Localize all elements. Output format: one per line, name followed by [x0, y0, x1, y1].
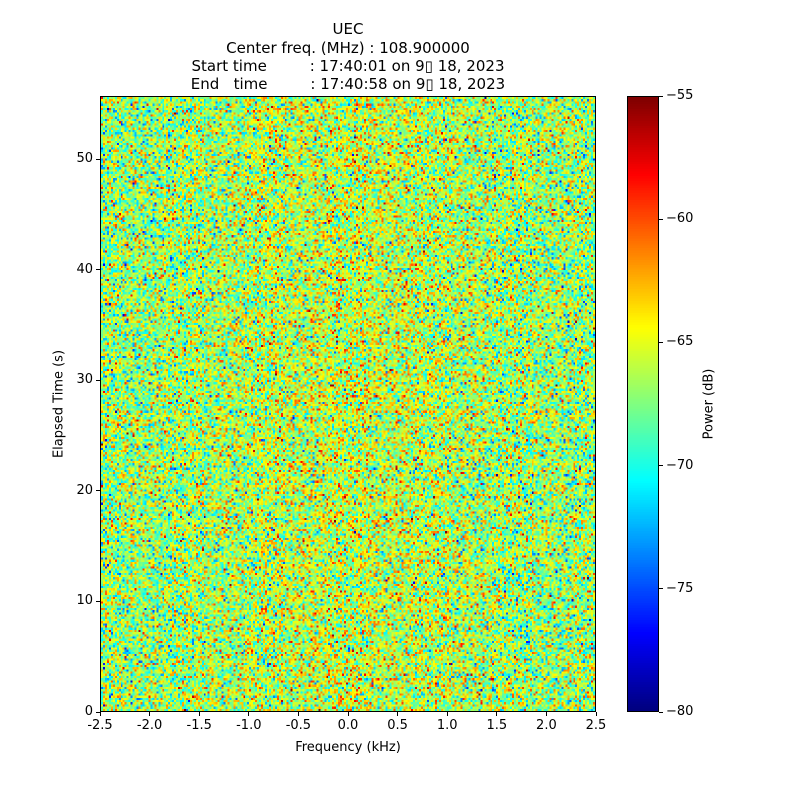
y-tick-label: 10: [76, 593, 93, 609]
colorbar-tick-mark: [659, 588, 663, 590]
y-tick-label: 0: [84, 704, 93, 719]
colorbar-tick-mark: [659, 465, 663, 467]
y-tick-mark: [96, 158, 100, 160]
y-tick-mark: [96, 269, 100, 271]
x-tick-mark: [595, 712, 597, 716]
x-tick-label: 0.5: [387, 718, 408, 733]
colorbar-tick-label: −65: [666, 334, 694, 350]
colorbar-tick-mark: [659, 95, 663, 97]
colorbar-tick-label: −60: [666, 211, 694, 227]
x-tick-mark: [198, 712, 200, 716]
spectrogram-plot-area: [100, 96, 596, 712]
x-tick-mark: [446, 712, 448, 716]
x-axis-label: Frequency (kHz): [295, 740, 401, 755]
x-tick-label: 1.0: [436, 718, 458, 733]
x-tick-label: 1.5: [486, 718, 508, 733]
x-tick-mark: [347, 712, 349, 716]
x-tick-label: -1.0: [236, 718, 262, 733]
colorbar-tick-label: −80: [666, 704, 694, 719]
y-tick-label: 20: [76, 482, 93, 498]
x-tick-mark: [149, 712, 151, 716]
x-tick-mark: [297, 712, 299, 716]
colorbar-tick-mark: [659, 341, 663, 343]
spectrogram-heatmap: [101, 97, 595, 711]
x-tick-label: 2.0: [536, 718, 557, 733]
chart-title-line-3: Start time : 17:40:01 on 9▯ 18, 2023: [191, 57, 505, 75]
y-tick-label: 30: [76, 372, 93, 388]
x-tick-mark: [545, 712, 547, 716]
chart-title-line-1: UEC: [332, 20, 364, 38]
x-tick-label: 0.0: [337, 718, 359, 733]
y-tick-mark: [96, 600, 100, 602]
x-tick-label: -2.5: [87, 718, 113, 733]
x-tick-mark: [248, 712, 250, 716]
colorbar: [627, 96, 659, 712]
colorbar-label: Power (dB): [701, 368, 717, 440]
y-axis-label: Elapsed Time (s): [51, 349, 67, 459]
chart-title-line-4: End time : 17:40:58 on 9▯ 18, 2023: [190, 75, 506, 93]
colorbar-tick-label: −70: [666, 457, 694, 473]
colorbar-tick-label: −75: [666, 580, 694, 596]
colorbar-tick-mark: [659, 711, 663, 713]
chart-title-line-2: Center freq. (MHz) : 108.900000: [226, 39, 470, 57]
y-tick-mark: [96, 379, 100, 381]
x-tick-label: -0.5: [285, 718, 312, 733]
y-tick-mark: [96, 490, 100, 492]
x-tick-mark: [496, 712, 498, 716]
x-tick-mark: [99, 712, 101, 716]
colorbar-gradient: [628, 97, 658, 711]
x-tick-mark: [397, 712, 399, 716]
x-tick-label: 2.5: [585, 718, 607, 733]
y-tick-label: 50: [76, 151, 93, 167]
y-tick-mark: [96, 711, 100, 713]
x-tick-label: -2.0: [136, 718, 163, 733]
x-tick-label: -1.5: [186, 718, 212, 733]
y-tick-label: 40: [76, 261, 93, 277]
colorbar-tick-mark: [659, 218, 663, 220]
colorbar-tick-label: −55: [666, 88, 694, 103]
